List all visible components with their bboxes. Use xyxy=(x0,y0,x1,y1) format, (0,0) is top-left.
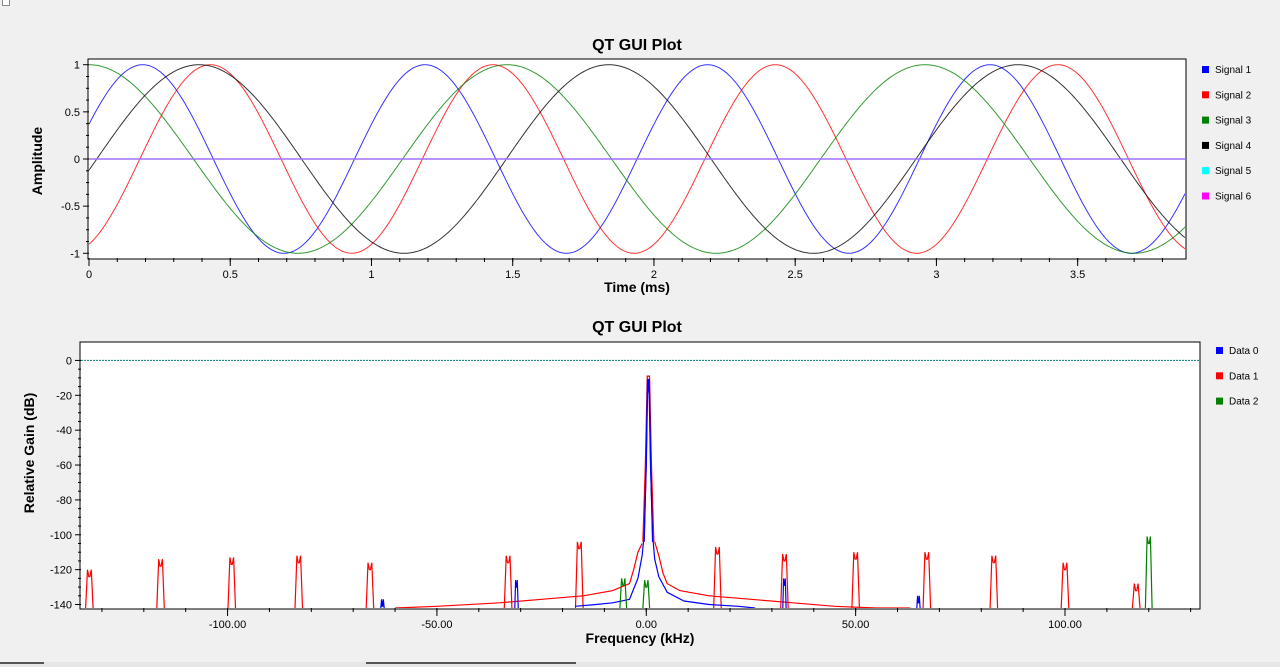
frequency-plot[interactable]: QT GUI Plot 0 -20 -40 -60 -80 -100 -120 -140 -10… xyxy=(21,319,1259,646)
y-tick-label: 0 xyxy=(74,154,80,166)
time-plot-y-axis-label: Amplitude xyxy=(29,127,45,196)
frequency-plot-y-axis-label: Relative Gain (dB) xyxy=(21,393,37,514)
spectral-spur xyxy=(365,562,375,608)
x-tick-label: 3.5 xyxy=(1070,269,1085,281)
x-tick-label: 50.00 xyxy=(842,619,870,631)
time-plot-x-axis-label: Time (ms) xyxy=(604,279,670,295)
spectral-spur xyxy=(916,595,921,608)
y-tick-label: -1 xyxy=(70,248,80,260)
spectral-spur xyxy=(642,579,651,608)
spectral-spur xyxy=(782,578,787,608)
spectral-spur xyxy=(989,555,999,608)
spectral-spur xyxy=(922,552,932,608)
x-tick-label: 2.5 xyxy=(788,269,803,281)
y-tick-label: -60 xyxy=(56,460,72,472)
legend-swatch xyxy=(1216,372,1223,380)
spectral-spur xyxy=(619,578,628,608)
x-tick-label: 100.00 xyxy=(1048,619,1082,631)
x-tick-label: 0.5 xyxy=(223,269,238,281)
x-tick-label: 1.5 xyxy=(505,269,520,281)
legend-entry[interactable]: Signal 4 xyxy=(1215,141,1252,152)
frequency-plot-title: QT GUI Plot xyxy=(592,319,682,336)
frequency-plot-x-axis-label: Frequency (kHz) xyxy=(586,630,695,646)
legend-swatch xyxy=(1216,397,1223,405)
legend-swatch xyxy=(1202,192,1209,200)
time-plot[interactable]: QT GUI Plot 10.50-0.5-10 0.5 1 1.5 2 2.5 3 3.5 … xyxy=(29,37,1252,295)
window-icon xyxy=(2,0,10,6)
spectral-spur xyxy=(294,555,304,608)
y-tick-label: -120 xyxy=(50,565,72,577)
spectral-spur xyxy=(1131,583,1141,608)
series-line xyxy=(89,64,1185,254)
y-tick-label: -40 xyxy=(56,425,72,437)
spectral-spur xyxy=(380,599,385,608)
bottom-border-segment xyxy=(0,662,44,664)
x-tick-label: 0.00 xyxy=(636,619,657,631)
x-tick-label: 1 xyxy=(368,269,374,281)
y-tick-label: -80 xyxy=(56,495,72,507)
spectral-spur xyxy=(514,580,519,608)
spectral-spur xyxy=(574,541,584,608)
y-tick-label: -20 xyxy=(56,390,72,402)
time-plot-series xyxy=(89,64,1185,254)
legend-swatch xyxy=(1202,167,1209,175)
legend-entry[interactable]: Signal 3 xyxy=(1215,116,1252,127)
time-plot-title: QT GUI Plot xyxy=(592,37,682,54)
legend-swatch xyxy=(1202,66,1209,73)
spectral-spur xyxy=(851,552,860,608)
x-tick-label: -100.00 xyxy=(209,619,246,631)
spectral-spur xyxy=(156,559,165,608)
spectral-spur xyxy=(780,553,789,608)
legend-swatch xyxy=(1202,91,1209,99)
series-line xyxy=(89,64,1185,254)
plots-area: QT GUI Plot 10.50-0.5-10 0.5 1 1.5 2 2.5 3 3.5 … xyxy=(21,37,1259,646)
legend-entry[interactable]: Signal 6 xyxy=(1215,192,1252,203)
x-tick-label: 3 xyxy=(933,269,939,281)
spectral-spur xyxy=(713,546,722,608)
spectral-spur xyxy=(503,555,513,608)
y-tick-label: 0 xyxy=(66,355,72,367)
time-plot-legend[interactable]: Signal 1 Signal 2 Signal 3 Signal 4 Signal 5… xyxy=(1202,65,1252,203)
x-tick-label: 2 xyxy=(651,269,657,281)
y-tick-label: -0.5 xyxy=(61,201,80,213)
y-tick-label: 0.5 xyxy=(65,107,80,119)
bottom-border xyxy=(0,662,1280,667)
bottom-border-segment xyxy=(366,662,576,664)
x-tick-label: 0 xyxy=(86,269,92,281)
legend-swatch xyxy=(1216,347,1223,354)
legend-entry[interactable]: Data 1 xyxy=(1229,371,1259,382)
main-peak xyxy=(643,378,654,542)
time-plot-axes: 1 0.5 0 -0.5 -1 0 0.5 1 1.5 2 2.5 3 3.5 xyxy=(61,60,1163,281)
legend-entry[interactable]: Data 2 xyxy=(1229,397,1259,408)
x-tick-label: -50.00 xyxy=(421,619,452,631)
main-peak xyxy=(642,375,655,542)
frequency-plot-axes: 0 -20 -40 -60 -80 -100 -120 -140 -100.00 -50.00 0.… xyxy=(50,355,1192,631)
spectral-spur xyxy=(85,569,94,608)
series-line xyxy=(89,64,1185,254)
legend-entry[interactable]: Signal 5 xyxy=(1215,166,1252,177)
spectral-spur xyxy=(227,557,237,608)
frequency-plot-legend[interactable]: Data 0 Data 1 Data 2 xyxy=(1216,346,1259,408)
series-line xyxy=(394,543,643,608)
series-line xyxy=(654,541,911,608)
legend-entry[interactable]: Signal 1 xyxy=(1215,65,1252,76)
window-title-bar xyxy=(0,0,1280,6)
y-tick-label: -140 xyxy=(50,600,72,612)
y-tick-label: -100 xyxy=(50,530,72,542)
legend-swatch xyxy=(1202,141,1209,149)
y-tick-label: 1 xyxy=(74,60,80,72)
legend-entry[interactable]: Signal 2 xyxy=(1215,90,1252,101)
spectral-spur xyxy=(1144,536,1153,608)
spectral-spur xyxy=(1060,562,1070,608)
frequency-plot-series xyxy=(81,359,1199,608)
legend-entry[interactable]: Data 0 xyxy=(1229,346,1259,357)
legend-swatch xyxy=(1202,116,1209,124)
